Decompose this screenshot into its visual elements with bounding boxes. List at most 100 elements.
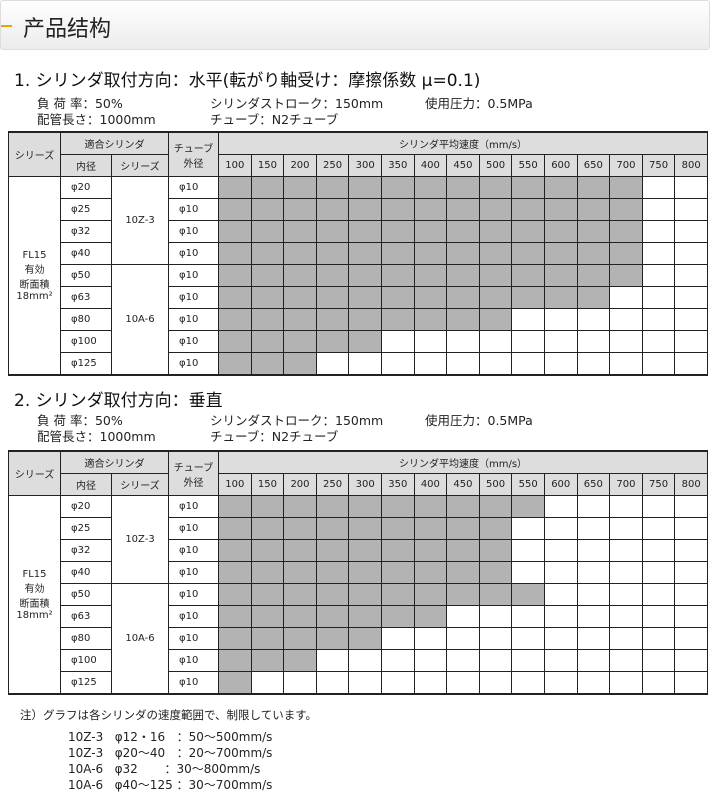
speed-cell-allowed (380, 583, 415, 606)
speed-cell-allowed (576, 264, 611, 287)
speed-cell-empty (641, 330, 676, 353)
speed-cell-empty (315, 671, 350, 695)
speed-cell-empty (674, 264, 708, 287)
table-row: φ125 φ10 (9, 352, 708, 376)
speed-cell-empty (641, 286, 676, 309)
speed-cell-allowed (511, 583, 545, 606)
speed-cell-empty (576, 583, 611, 606)
speed-cell-allowed (315, 627, 350, 650)
speed-cell-empty (674, 220, 708, 243)
speed-cell-empty (641, 495, 676, 518)
speed-cell-empty (511, 308, 545, 331)
speed-cell-empty (511, 517, 545, 540)
speed-cell-allowed (543, 220, 578, 243)
table-row: φ63 φ10 (9, 605, 708, 628)
speed-cell-allowed (446, 308, 480, 331)
speed-cell-allowed (511, 286, 545, 309)
speed-cell-allowed (413, 220, 448, 243)
speed-cell-allowed (380, 242, 415, 265)
speed-cell-empty (609, 517, 643, 540)
speed-cell-allowed (511, 176, 545, 199)
speed-cell-allowed (348, 517, 382, 540)
speed-cell-allowed (380, 176, 415, 199)
speed-cell-allowed (348, 583, 382, 606)
speed-cell-empty (576, 561, 611, 584)
speed-cell-allowed (543, 286, 578, 309)
th-speed-value: 250 (315, 473, 350, 496)
bore-cell: φ80 (60, 627, 112, 650)
speed-cell-allowed (218, 671, 252, 695)
page-title: 产品结构 (23, 17, 112, 42)
speed-cell-empty (576, 330, 611, 353)
speed-cell-empty (348, 671, 382, 695)
pressure: 使用圧力：0.5MPa (425, 96, 533, 111)
speed-cell-allowed (283, 198, 317, 221)
speed-cell-empty (609, 583, 643, 606)
speed-cell-allowed (250, 220, 285, 243)
speed-cell-allowed (413, 242, 448, 265)
speed-cell-empty (674, 583, 708, 606)
speed-cell-allowed (413, 561, 448, 584)
speed-cell-empty (609, 561, 643, 584)
speed-cell-empty (543, 583, 578, 606)
th-speed-value: 500 (478, 473, 513, 496)
bore-cell: φ100 (60, 330, 112, 353)
speed-cell-allowed (218, 330, 252, 353)
speed-cell-empty (543, 308, 578, 331)
speed-cell-empty (380, 352, 415, 376)
speed-cell-empty (609, 308, 643, 331)
speed-cell-empty (543, 330, 578, 353)
th-speed-value: 400 (413, 154, 448, 177)
speed-cell-empty (674, 517, 708, 540)
speed-cell-empty (348, 352, 382, 376)
speed-cell-allowed (315, 198, 350, 221)
speed-cell-allowed (380, 308, 415, 331)
bore-cell: φ125 (60, 352, 112, 376)
speed-cell-empty (609, 352, 643, 376)
speed-cell-allowed (250, 242, 285, 265)
table-row: φ40 φ10 (9, 561, 708, 584)
table-row: φ50 10A-6 φ10 (9, 264, 708, 376)
speed-cell-empty (641, 517, 676, 540)
speed-cell-allowed (315, 517, 350, 540)
speed-cell-allowed (576, 176, 611, 199)
speed-cell-allowed (413, 176, 448, 199)
th-speed-value: 600 (543, 154, 578, 177)
speed-cell-empty (511, 649, 545, 672)
table-row: φ50 10A-6 φ10 (9, 583, 708, 695)
table-row: φ80 φ10 (9, 308, 708, 331)
load-rate: 負 荷 率：50% (37, 413, 123, 428)
note-line: 10A-6 φ40～125 ：30～700mm/s (68, 778, 273, 792)
speed-cell-allowed (348, 561, 382, 584)
speed-cell-allowed (315, 330, 350, 353)
speed-cell-allowed (218, 605, 252, 628)
speed-cell-empty (641, 198, 676, 221)
speed-cell-allowed (315, 583, 350, 606)
bore-cell: φ40 (60, 242, 112, 265)
speed-cell-allowed (250, 330, 285, 353)
speed-cell-allowed (315, 264, 350, 287)
section-title: 2. シリンダ取付方向：垂直 (14, 391, 223, 411)
speed-cell-empty (543, 517, 578, 540)
speed-cell-allowed (446, 264, 480, 287)
speed-cell-allowed (283, 517, 317, 540)
speed-cell-empty (641, 220, 676, 243)
speed-cell-allowed (250, 605, 285, 628)
note-line: 10Z-3 φ12・16 ：50～500mm/s (68, 730, 273, 744)
speed-cell-allowed (348, 627, 382, 650)
speed-cell-empty (478, 649, 513, 672)
th-speed: シリンダ平均速度（mm/s） (218, 131, 708, 155)
bore-cell: φ63 (60, 286, 112, 309)
speed-cell-empty (380, 330, 415, 353)
speed-cell-empty (576, 649, 611, 672)
speed-cell-allowed (250, 627, 285, 650)
tube-cell: φ10 (168, 605, 219, 628)
speed-cell-allowed (446, 242, 480, 265)
stroke: シリンダストローク：150mm (210, 413, 384, 428)
speed-cell-empty (511, 605, 545, 628)
speed-cell-allowed (283, 352, 317, 376)
tube-type: チューブ：N2チューブ (210, 429, 339, 444)
speed-cell-empty (674, 627, 708, 650)
speed-cell-empty (576, 539, 611, 562)
th-series: シリーズ (8, 131, 61, 177)
